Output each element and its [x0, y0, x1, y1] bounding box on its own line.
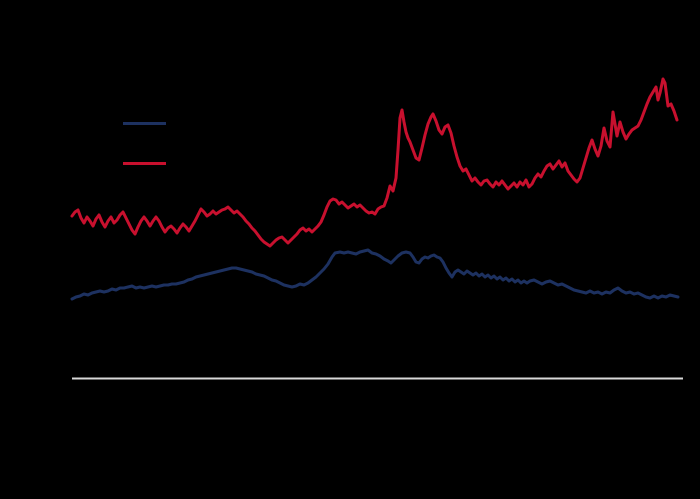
- navy-series-line: [70, 248, 680, 301]
- red-series-line: [70, 77, 679, 248]
